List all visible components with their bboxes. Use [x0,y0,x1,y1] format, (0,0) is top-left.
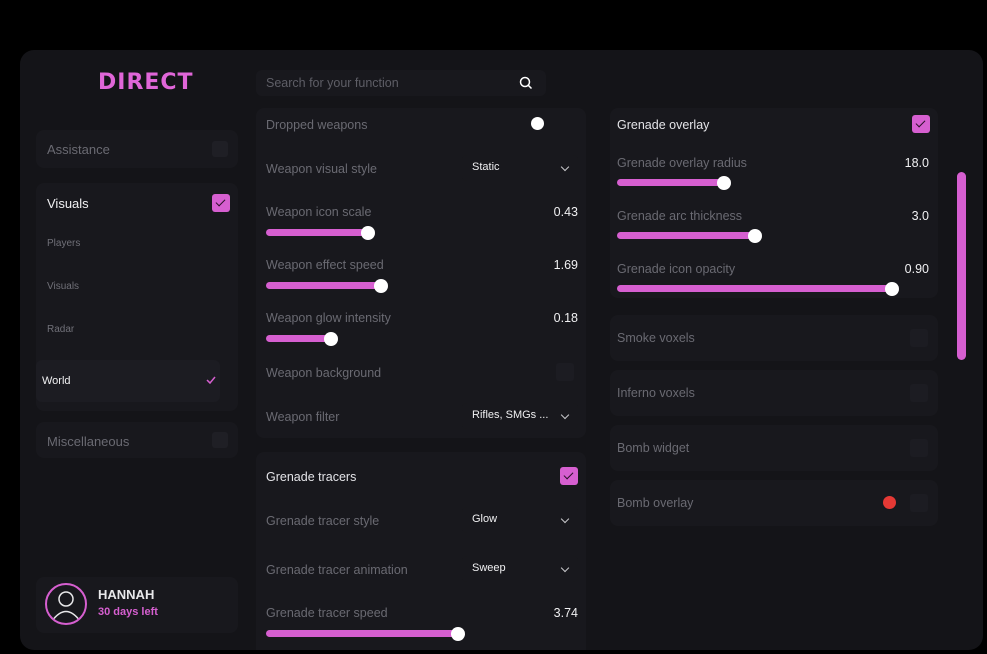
inferno-voxels-checkbox[interactable] [910,384,928,402]
slider-handle[interactable] [885,281,899,296]
user-icon [51,591,81,622]
slider-handle[interactable] [451,626,465,641]
weapon-glow-intensity-label: Weapon glow intensity [266,311,391,325]
sidebar-subitem-players[interactable]: Players [47,238,81,249]
grenade-tracers-panel: Grenade tracers Grenade tracer style Glo… [256,452,586,650]
bomb-widget-checkbox[interactable] [910,439,928,457]
smoke-voxels-label: Smoke voxels [617,331,695,345]
grenade-overlay-checkbox[interactable] [912,115,930,133]
inferno-voxels-row[interactable]: Inferno voxels [610,370,938,416]
search-input[interactable]: Search for your function [266,76,399,90]
sidebar-item-label: Visuals [47,196,89,211]
slider-handle[interactable] [717,175,731,190]
user-card[interactable]: HANNAH 30 days left [36,577,238,633]
grenade-tracer-speed-label: Grenade tracer speed [266,606,388,620]
weapon-effect-speed-slider[interactable] [266,278,388,293]
bomb-widget-row[interactable]: Bomb widget [610,425,938,471]
grenade-tracer-speed-value: 3.74 [553,606,578,620]
dropdown-value: Static [472,161,500,173]
grenade-overlay-radius-value: 18.0 [904,156,929,170]
grenade-tracer-style-dropdown[interactable]: Glow [462,507,578,533]
grenade-tracer-animation-dropdown[interactable]: Sweep [462,556,578,582]
weapon-filter-dropdown[interactable]: Rifles, SMGs ... [462,403,578,429]
check-icon [206,376,216,384]
weapon-effect-speed-value: 1.69 [553,258,578,272]
sidebar-subitem-radar[interactable]: Radar [47,324,75,335]
weapon-icon-scale-label: Weapon icon scale [266,205,372,219]
grenade-tracer-style-label: Grenade tracer style [266,514,380,528]
sidebar-item-label: Assistance [47,142,110,157]
dropdown-value: Rifles, SMGs ... [472,409,549,421]
dropdown-value: Sweep [472,562,506,574]
smoke-voxels-checkbox[interactable] [910,329,928,347]
weapon-glow-intensity-value: 0.18 [553,311,578,325]
grenade-tracer-animation-label: Grenade tracer animation [266,563,408,577]
weapon-filter-label: Weapon filter [266,410,340,424]
chevron-down-icon [560,410,570,420]
grenade-overlay-panel: Grenade overlay Grenade overlay radius 1… [610,108,938,298]
slider-handle[interactable] [748,228,762,243]
assistance-checkbox[interactable] [212,141,228,157]
sidebar-subitem-world[interactable]: World [36,360,220,402]
grenade-tracers-title: Grenade tracers [266,470,357,484]
bomb-overlay-checkbox[interactable] [910,494,928,512]
weapon-icon-scale-value: 0.43 [553,205,578,219]
chevron-down-icon [560,514,570,524]
subscription-status: 30 days left [98,606,158,618]
weapon-background-color-picker[interactable] [556,363,574,381]
sidebar-item-miscellaneous[interactable]: Miscellaneous [36,422,238,458]
weapon-glow-intensity-slider[interactable] [266,331,338,346]
grenade-arc-thickness-label: Grenade arc thickness [617,209,743,223]
weapon-visual-style-dropdown[interactable]: Static [462,155,578,181]
grenade-tracers-checkbox[interactable] [560,467,578,485]
slider-handle[interactable] [324,331,338,346]
bomb-widget-label: Bomb widget [617,441,690,455]
miscellaneous-checkbox[interactable] [212,432,228,448]
grenade-icon-opacity-label: Grenade icon opacity [617,262,736,276]
weapon-visual-style-label: Weapon visual style [266,162,377,176]
inferno-voxels-label: Inferno voxels [617,386,695,400]
app-window: DIRECT Assistance Visuals Players Visual… [20,50,983,650]
avatar [45,583,87,625]
visuals-checkbox[interactable] [212,194,230,212]
user-name: HANNAH [98,587,155,602]
bomb-overlay-label: Bomb overlay [617,496,694,510]
chevron-down-icon [560,162,570,172]
search-icon[interactable] [519,76,533,90]
grenade-overlay-radius-slider[interactable] [617,175,731,190]
sidebar-item-label: Miscellaneous [47,434,130,449]
search-bar[interactable]: Search for your function [256,70,546,96]
smoke-voxels-row[interactable]: Smoke voxels [610,315,938,361]
bomb-overlay-color-picker[interactable] [883,496,896,509]
slider-handle[interactable] [361,225,375,240]
grenade-arc-thickness-value: 3.0 [911,209,929,223]
sidebar-subitem-label: World [42,375,71,387]
weapon-icon-scale-slider[interactable] [266,225,375,240]
dropped-weapons-label: Dropped weapons [266,118,368,132]
weapon-background-label: Weapon background [266,366,382,380]
weapons-panel: Dropped weapons Weapon visual style Stat… [256,108,586,438]
bomb-overlay-row[interactable]: Bomb overlay [610,480,938,526]
slider-handle[interactable] [374,278,388,293]
grenade-tracer-speed-slider[interactable] [266,626,465,641]
sidebar-item-assistance[interactable]: Assistance [36,130,238,168]
grenade-icon-opacity-slider[interactable] [617,281,899,296]
grenade-overlay-title: Grenade overlay [617,118,710,132]
sidebar-subitem-visuals[interactable]: Visuals [47,281,80,292]
dropped-weapons-color-picker[interactable] [531,117,544,130]
grenade-icon-opacity-value: 0.90 [904,262,929,276]
grenade-arc-thickness-slider[interactable] [617,228,762,243]
app-logo: DIRECT [98,70,194,95]
scrollbar-thumb[interactable] [957,172,966,360]
grenade-overlay-radius-label: Grenade overlay radius [617,156,747,170]
weapon-effect-speed-label: Weapon effect speed [266,258,384,272]
dropdown-value: Glow [472,513,498,525]
chevron-down-icon [560,563,570,573]
